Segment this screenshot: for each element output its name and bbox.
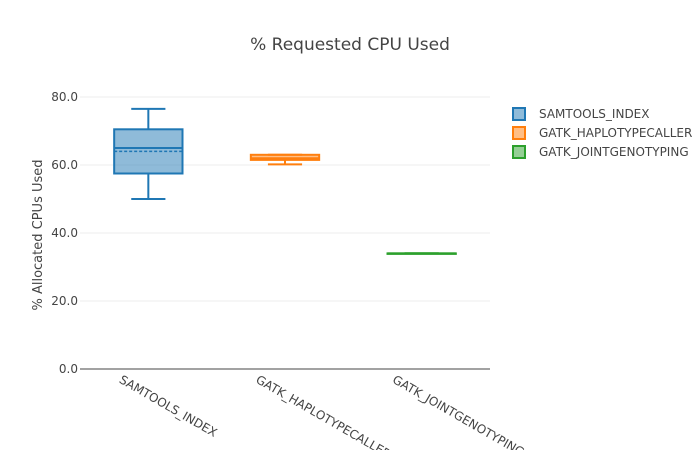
x-tick-label: GATK_HAPLOTYPECALLER — [254, 372, 394, 450]
y-tick-label: 60.0 — [51, 158, 78, 172]
y-axis-ticks: 0.0 20.0 40.0 60.0 80.0 — [51, 90, 78, 376]
x-axis-ticks: SAMTOOLS_INDEX GATK_HAPLOTYPECALLERGATK_J… — [117, 372, 527, 450]
y-tick-label: 0.0 — [59, 362, 78, 376]
legend-item: GATK_JOINTGENOTYPING — [512, 145, 689, 159]
legend-item: GATK_HAPLOTYPECALLER — [512, 126, 692, 140]
legend-label: SAMTOOLS_INDEX — [539, 107, 649, 121]
box-samtools-index — [113, 107, 184, 200]
y-tick-label: 80.0 — [51, 90, 78, 104]
legend-swatch — [512, 145, 526, 159]
box-gatk-jointgenotyping — [386, 252, 457, 255]
legend-label: GATK_JOINTGENOTYPING — [539, 145, 689, 159]
y-axis-title: % Allocated CPUs Used — [31, 159, 46, 310]
box-gatk-haplotypecaller — [249, 153, 321, 166]
legend-label: GATK_HAPLOTYPECALLER — [539, 126, 692, 140]
legend-swatch — [512, 107, 526, 121]
legend-item: SAMTOOLS_INDEX — [512, 107, 649, 121]
legend-swatch — [512, 126, 526, 140]
y-tick-label: 40.0 — [51, 226, 78, 240]
y-tick-label: 20.0 — [51, 294, 78, 308]
x-tick-label: SAMTOOLS_INDEX — [117, 372, 220, 439]
legend: SAMTOOLS_INDEX GATK_HAPLOTYPECALLER GATK_J… — [512, 107, 692, 159]
x-tick-label: GATK_JOINTGENOTYPING — [390, 372, 527, 450]
box-plots — [113, 107, 457, 255]
chart-title: % Requested CPU Used — [250, 35, 450, 55]
